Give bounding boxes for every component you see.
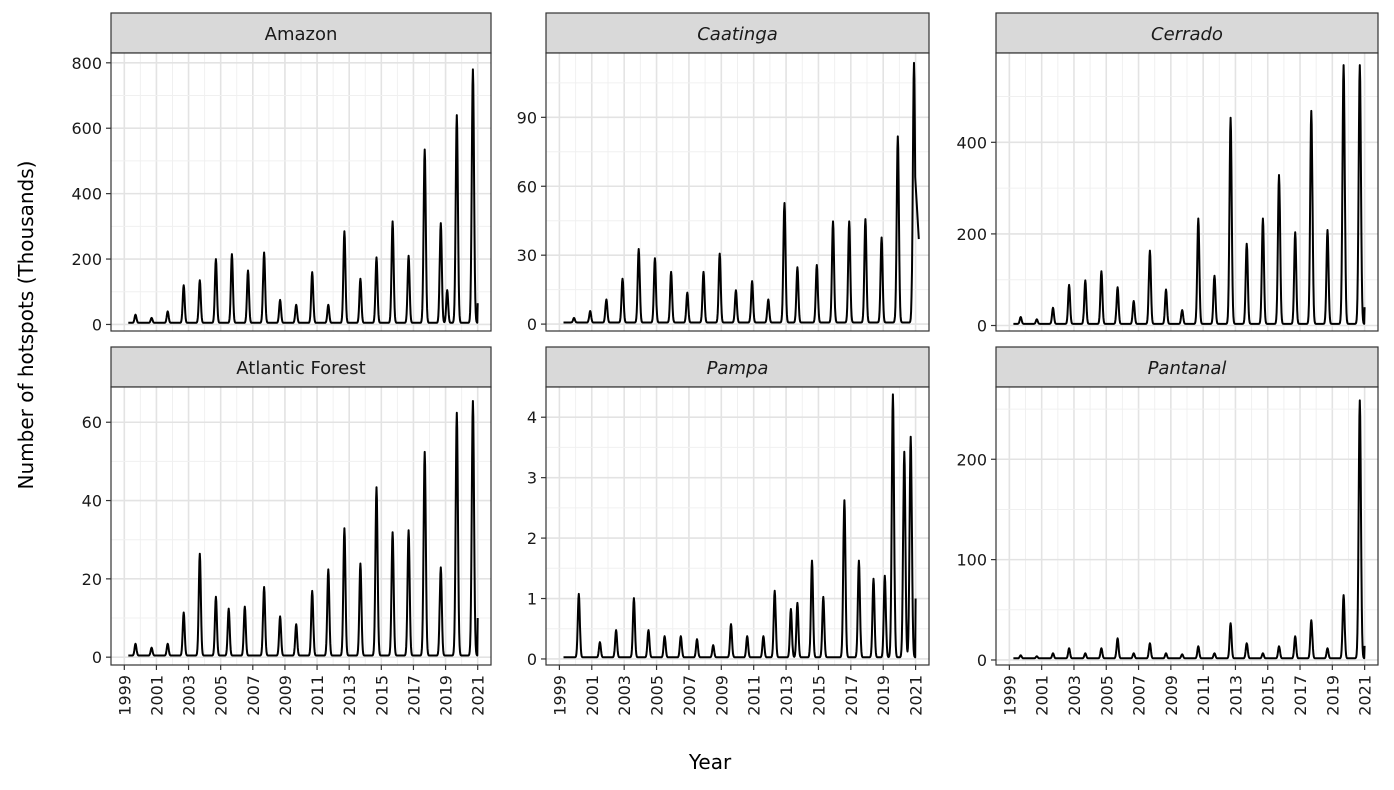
strip-pantanal <box>995 346 1379 388</box>
panel-border-caatinga <box>545 52 930 332</box>
x-tick-label-atlantic-forest-2019: 2019 <box>437 675 456 716</box>
x-tick-label-pampa-2011: 2011 <box>745 675 764 716</box>
y-tick-label-caatinga-60: 60 <box>517 177 537 196</box>
x-tick-label-pampa-2021: 2021 <box>907 675 926 716</box>
x-tick-label-atlantic-forest-2015: 2015 <box>372 675 391 716</box>
panel-border-pampa <box>545 386 930 666</box>
x-tick-label-pantanal-2013: 2013 <box>1226 675 1245 716</box>
x-tick-label-atlantic-forest-2001: 2001 <box>147 675 166 716</box>
series-line-caatinga <box>562 61 920 324</box>
y-tick-label-amazon-800: 800 <box>71 54 102 73</box>
y-tick-label-cerrado-400: 400 <box>956 133 987 152</box>
x-tick-label-atlantic-forest-2003: 2003 <box>180 675 199 716</box>
strip-atlantic-forest <box>110 346 492 388</box>
x-tick-label-atlantic-forest-2017: 2017 <box>404 675 423 716</box>
x-tick-label-pantanal-2001: 2001 <box>1033 675 1052 716</box>
y-tick-label-amazon-0: 0 <box>92 315 102 334</box>
x-tick-label-pampa-2009: 2009 <box>712 675 731 716</box>
y-tick-label-pampa-3: 3 <box>527 469 537 488</box>
series-line-pampa <box>562 393 917 659</box>
x-tick-label-atlantic-forest-1999: 1999 <box>115 675 134 716</box>
y-tick-label-cerrado-0: 0 <box>977 317 987 336</box>
x-tick-label-pantanal-2021: 2021 <box>1356 675 1375 716</box>
strip-caatinga <box>545 12 930 54</box>
x-tick-label-pampa-2005: 2005 <box>648 675 667 716</box>
y-tick-label-caatinga-30: 30 <box>517 246 537 265</box>
strip-pampa <box>545 346 930 388</box>
x-tick-label-pantanal-2003: 2003 <box>1065 675 1084 716</box>
strip-title-pampa: Pampa <box>707 358 769 379</box>
y-tick-label-pantanal-100: 100 <box>956 551 987 570</box>
y-tick-label-pampa-2: 2 <box>527 529 537 548</box>
x-axis-title: Year <box>688 750 732 774</box>
x-tick-label-pampa-1999: 1999 <box>550 675 569 716</box>
y-tick-label-pampa-1: 1 <box>527 590 537 609</box>
series-line-pantanal <box>1012 399 1366 660</box>
x-tick-label-pantanal-2015: 2015 <box>1259 675 1278 716</box>
x-tick-label-pampa-2003: 2003 <box>615 675 634 716</box>
panel-border-atlantic-forest <box>110 386 492 666</box>
x-tick-label-pantanal-2007: 2007 <box>1130 675 1149 716</box>
x-tick-label-pantanal-2011: 2011 <box>1194 675 1213 716</box>
strip-title-caatinga: Caatinga <box>697 24 778 45</box>
x-tick-label-atlantic-forest-2011: 2011 <box>308 675 327 716</box>
y-tick-label-pantanal-200: 200 <box>956 450 987 469</box>
panel-border-cerrado <box>995 52 1379 332</box>
series-line-cerrado <box>1012 64 1366 325</box>
y-tick-label-atlantic-forest-20: 20 <box>82 570 102 589</box>
strip-title-pantanal: Pantanal <box>1148 358 1227 379</box>
y-tick-label-amazon-600: 600 <box>71 119 102 138</box>
x-tick-label-pampa-2017: 2017 <box>842 675 861 716</box>
x-tick-label-pampa-2015: 2015 <box>809 675 828 716</box>
x-tick-label-pampa-2001: 2001 <box>583 675 602 716</box>
y-tick-label-pampa-0: 0 <box>527 650 537 669</box>
strip-cerrado <box>995 12 1379 54</box>
y-tick-label-caatinga-90: 90 <box>517 108 537 127</box>
series-line-atlantic-forest <box>127 400 479 657</box>
strip-title-amazon: Amazon <box>265 24 338 45</box>
series-line-amazon <box>127 68 479 324</box>
y-axis-title: Number of hotspots (Thousands) <box>14 160 38 490</box>
y-tick-label-atlantic-forest-40: 40 <box>82 492 102 511</box>
x-tick-label-pantanal-2017: 2017 <box>1291 675 1310 716</box>
x-tick-label-pantanal-2009: 2009 <box>1162 675 1181 716</box>
strip-title-atlantic-forest: Atlantic Forest <box>236 358 365 379</box>
strip-title-cerrado: Cerrado <box>1151 24 1223 45</box>
panel-border-pantanal <box>995 386 1379 666</box>
x-tick-label-pantanal-1999: 1999 <box>1000 675 1019 716</box>
x-tick-label-atlantic-forest-2005: 2005 <box>212 675 231 716</box>
panel-border-amazon <box>110 52 492 332</box>
y-tick-label-atlantic-forest-60: 60 <box>82 413 102 432</box>
x-tick-label-pampa-2007: 2007 <box>680 675 699 716</box>
y-tick-label-amazon-400: 400 <box>71 185 102 204</box>
y-axis-title-wrapper: Number of hotspots (Thousands) <box>10 100 42 550</box>
y-tick-label-cerrado-200: 200 <box>956 225 987 244</box>
strip-amazon <box>110 12 492 54</box>
x-tick-label-atlantic-forest-2009: 2009 <box>276 675 295 716</box>
y-tick-label-amazon-200: 200 <box>71 250 102 269</box>
x-tick-label-pampa-2013: 2013 <box>777 675 796 716</box>
y-tick-label-pampa-4: 4 <box>527 408 537 427</box>
x-tick-label-pantanal-2005: 2005 <box>1097 675 1116 716</box>
x-tick-label-atlantic-forest-2007: 2007 <box>244 675 263 716</box>
y-tick-label-caatinga-0: 0 <box>527 315 537 334</box>
y-tick-label-atlantic-forest-0: 0 <box>92 648 102 667</box>
x-tick-label-atlantic-forest-2021: 2021 <box>469 675 488 716</box>
y-tick-label-pantanal-0: 0 <box>977 651 987 670</box>
x-tick-label-pantanal-2019: 2019 <box>1323 675 1342 716</box>
x-tick-label-atlantic-forest-2013: 2013 <box>340 675 359 716</box>
x-tick-label-pampa-2019: 2019 <box>874 675 893 716</box>
